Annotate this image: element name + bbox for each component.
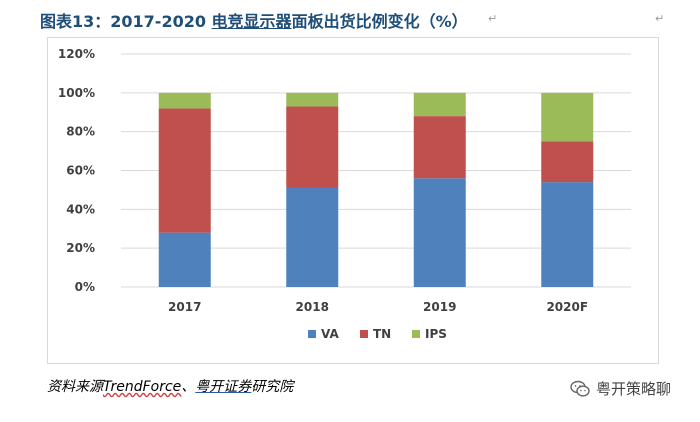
y-tick-label: 0% <box>75 280 95 294</box>
y-tick-label: 120% <box>58 47 95 61</box>
source-sep: 、 <box>181 379 196 395</box>
source-org: 粤开证券 <box>195 379 252 395</box>
bar-tn-2019 <box>413 116 466 179</box>
source-org-rest: 研究院 <box>251 379 294 395</box>
source-brand: TrendForce <box>103 379 182 395</box>
y-tick-label: 40% <box>66 202 95 216</box>
legend-swatch-va <box>308 330 316 338</box>
legend-swatch-ips <box>412 330 420 338</box>
y-tick-label: 80% <box>66 125 95 139</box>
wechat-icon <box>570 380 590 398</box>
y-tick-label: 20% <box>66 241 95 255</box>
bar-tn-2018 <box>286 106 339 188</box>
legend-label-ips: IPS <box>425 327 447 341</box>
bar-tn-2017 <box>158 108 211 233</box>
x-tick-label: 2020F <box>546 300 588 314</box>
title-prefix: 图表13：2017-2020 <box>40 12 212 31</box>
legend-swatch-tn <box>360 330 368 338</box>
return-mark-icon: ↵ <box>655 12 665 25</box>
chart-title: 图表13：2017-2020 电竞显示器面板出货比例变化（%） <box>40 8 468 32</box>
x-tick-label: 2017 <box>168 300 201 314</box>
bar-ips-2018 <box>286 92 339 107</box>
source-line: 资料来源TrendForce、粤开证券研究院 <box>47 376 293 396</box>
bar-va-2017 <box>158 232 211 287</box>
bar-va-2018 <box>286 187 339 287</box>
legend-label-va: VA <box>321 327 339 341</box>
x-tick-label: 2019 <box>423 300 456 314</box>
watermark: 粤开策略聊 <box>570 378 671 399</box>
stacked-bar-chart: 0% 20% 40% 60% 80% 100% 120% 2017 2018 2019 2020F V… <box>58 47 631 341</box>
bar-ips-2019 <box>413 92 466 117</box>
chart-frame: 0% 20% 40% 60% 80% 100% 120% 2017 2018 2019 2020F V… <box>47 37 659 364</box>
return-mark-icon: ↵ <box>488 12 498 25</box>
y-tick-label: 60% <box>66 164 95 178</box>
bar-tn-2020f <box>541 141 594 183</box>
bar-va-2019 <box>413 178 466 287</box>
legend-label-tn: TN <box>373 327 391 341</box>
source-prefix: 资料来源 <box>47 379 103 395</box>
title-underlined: 电竞显示器 <box>211 12 292 31</box>
y-tick-label: 100% <box>58 86 95 100</box>
title-suffix: 面板出货比例变化（%） <box>291 12 468 31</box>
watermark-text: 粤开策略聊 <box>596 380 672 398</box>
x-tick-label: 2018 <box>296 300 329 314</box>
bar-ips-2017 <box>158 92 211 109</box>
bar-ips-2020f <box>541 92 594 142</box>
bar-va-2020f <box>541 182 594 287</box>
